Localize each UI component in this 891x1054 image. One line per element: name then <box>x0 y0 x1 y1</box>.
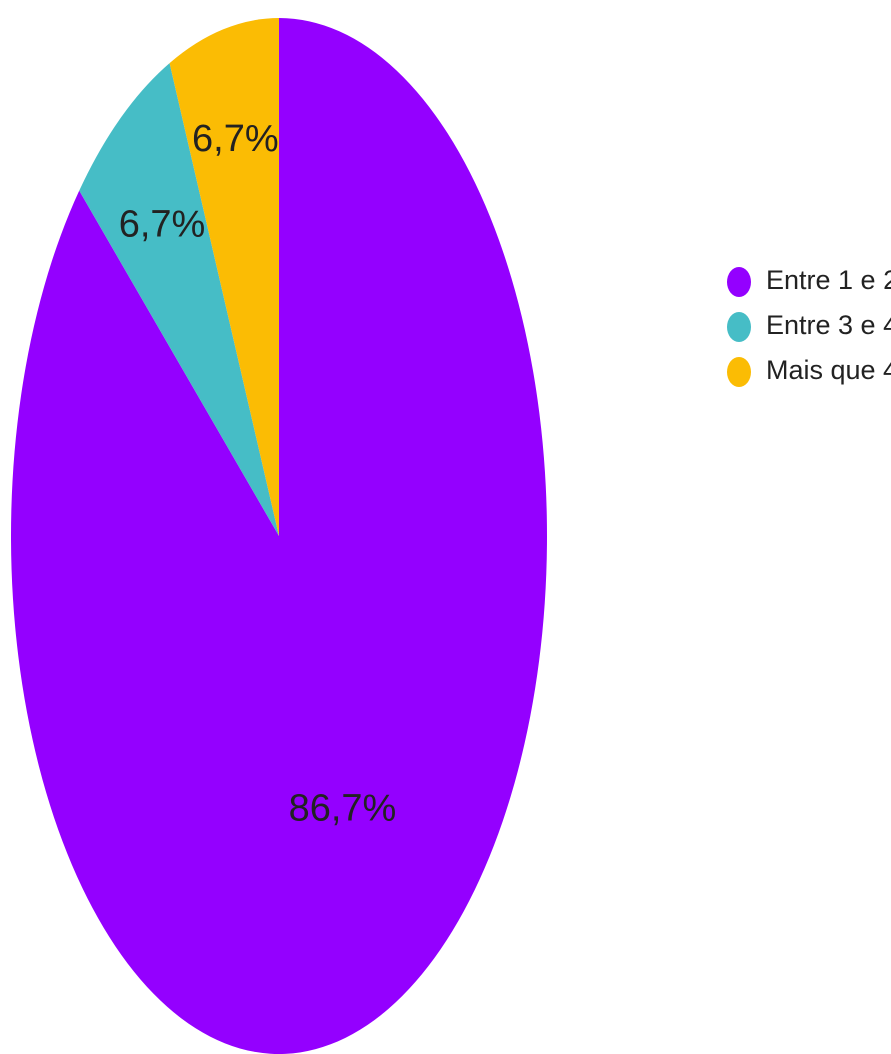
legend-label-2: Entre 3 e 4 <box>766 310 891 340</box>
slice-label-2: 6,7% <box>119 203 206 245</box>
pie-slice-3 <box>169 18 279 536</box>
pie-slice-2 <box>79 63 279 536</box>
legend-label-1: Entre 1 e 2 <box>766 265 891 295</box>
legend-label-3: Mais que 4 <box>766 355 891 385</box>
slice-labels: 86,7% 6,7% 6,7% <box>119 118 397 829</box>
pie-slices <box>10 18 548 1054</box>
legend-swatch-3 <box>727 357 751 387</box>
legend-swatch-1 <box>727 267 751 297</box>
slice-label-3: 6,7% <box>192 118 279 160</box>
legend: Entre 1 e 2 Entre 3 e 4 Mais que 4 <box>727 265 891 387</box>
legend-swatch-2 <box>727 312 751 342</box>
slice-label-1: 86,7% <box>289 787 397 829</box>
